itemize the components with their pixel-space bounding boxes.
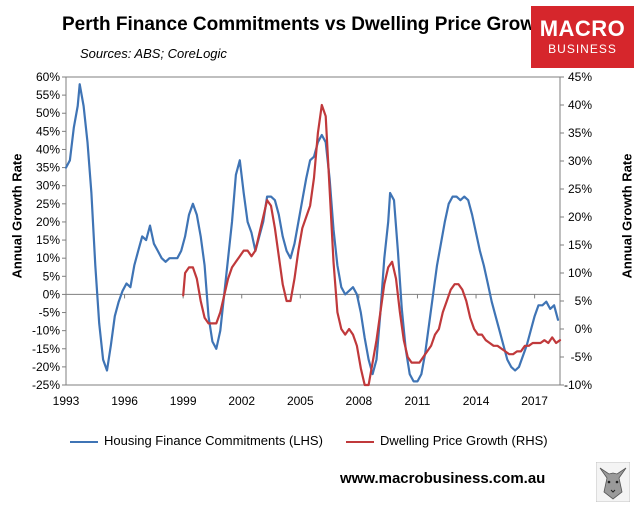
- logo-line-2: BUSINESS: [548, 42, 617, 56]
- y-axis-left: 60% 55% 50% 45% 40% 35% 30% 25% 20% 15% 10% 5% 0% -5%…: [32, 70, 66, 392]
- series-line-dwelling-price-growth: [182, 103, 562, 387]
- x-tick-label: 2011: [405, 394, 431, 408]
- chart-title: Perth Finance Commitments vs Dwelling Pr…: [62, 14, 553, 35]
- y-left-tick-label: 10%: [36, 251, 60, 265]
- y-left-tick-label: 15%: [36, 233, 60, 247]
- y-left-tick-label: 35%: [36, 161, 60, 175]
- y-left-tick-label: 55%: [36, 88, 60, 102]
- x-tick-label: 2005: [287, 394, 314, 408]
- y-right-tick-label: 30%: [568, 154, 592, 168]
- series-layer: [64, 83, 562, 387]
- y-axis-right: 45% 40% 35% 30% 25% 20% 15% 10% 5% 0% -5% -10%: [560, 70, 592, 392]
- x-tick-label: 1996: [111, 394, 138, 408]
- fox-logo-icon: [596, 462, 630, 502]
- x-tick-label: 1999: [170, 394, 197, 408]
- y-left-tick-label: 50%: [36, 106, 60, 120]
- legend: Housing Finance Commitments (LHS) Dwelli…: [70, 433, 590, 451]
- y-right-tick-label: 0%: [575, 322, 593, 336]
- y-left-tick-label: 60%: [36, 70, 60, 84]
- x-tick-label: 2008: [346, 394, 373, 408]
- series-line-finance-commitments: [64, 83, 560, 383]
- logo-line-1: MACRO: [539, 16, 626, 41]
- y-right-tick-label: 15%: [568, 238, 592, 252]
- x-tick-label: 1993: [53, 394, 80, 408]
- y-left-tick-label: -15%: [32, 342, 60, 356]
- y-right-tick-label: -10%: [564, 378, 592, 392]
- y-right-tick-label: 45%: [568, 70, 592, 84]
- y-left-tick-label: -25%: [32, 378, 60, 392]
- legend-item-finance: Housing Finance Commitments (LHS): [70, 433, 323, 448]
- legend-swatch-finance: [70, 440, 98, 443]
- y-axis-left-label: Annual Growth Rate: [9, 153, 25, 279]
- y-left-tick-label: 25%: [36, 197, 60, 211]
- chart-subtitle: Sources: ABS; CoreLogic: [80, 46, 227, 61]
- y-left-tick-label: 40%: [36, 142, 60, 156]
- x-tick-label: 2014: [463, 394, 490, 408]
- x-axis: 1993 1996 1999 2002 2005 2008 2011 2014 2017: [53, 294, 548, 408]
- y-left-tick-label: -5%: [39, 306, 61, 320]
- legend-item-price: Dwelling Price Growth (RHS): [346, 433, 548, 448]
- y-right-tick-label: 40%: [568, 98, 592, 112]
- y-left-tick-label: 5%: [43, 269, 61, 283]
- y-left-tick-label: 45%: [36, 124, 60, 138]
- y-left-tick-label: 30%: [36, 179, 60, 193]
- legend-label-finance: Housing Finance Commitments (LHS): [104, 433, 323, 448]
- macrobusiness-logo: MACRO BUSINESS: [531, 6, 634, 68]
- x-tick-label: 2017: [521, 394, 548, 408]
- y-right-tick-label: 20%: [568, 210, 592, 224]
- y-left-tick-label: 0%: [43, 287, 61, 301]
- y-left-tick-label: 20%: [36, 215, 60, 229]
- y-right-tick-label: 25%: [568, 182, 592, 196]
- y-right-tick-label: -5%: [571, 350, 593, 364]
- y-left-tick-label: -10%: [32, 324, 60, 338]
- x-tick-label: 2002: [228, 394, 255, 408]
- y-right-tick-label: 10%: [568, 266, 592, 280]
- legend-label-price: Dwelling Price Growth (RHS): [380, 433, 548, 448]
- y-axis-right-label: Annual Growth Rate: [619, 153, 635, 279]
- y-right-tick-label: 35%: [568, 126, 592, 140]
- website-url: www.macrobusiness.com.au: [340, 470, 546, 487]
- y-left-tick-label: -20%: [32, 360, 60, 374]
- legend-swatch-price: [346, 440, 374, 443]
- y-right-tick-label: 5%: [575, 294, 593, 308]
